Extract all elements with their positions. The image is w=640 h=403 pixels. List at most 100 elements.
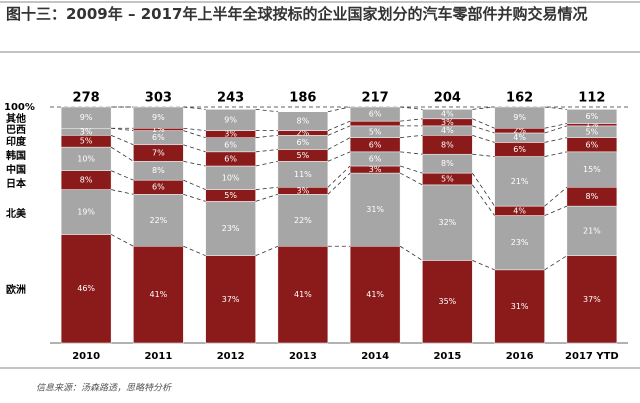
- value-label: 6%: [513, 145, 526, 154]
- value-label: 6%: [369, 140, 382, 149]
- value-label: 21%: [583, 226, 601, 235]
- value-label: 9%: [80, 113, 93, 122]
- value-label: 3%: [224, 130, 237, 139]
- connector: [544, 125, 567, 134]
- value-label: 8%: [586, 192, 599, 201]
- value-label: 6%: [297, 138, 310, 147]
- bar-segment: [494, 156, 545, 207]
- legend-label: 巴西: [6, 124, 26, 136]
- value-label: 10%: [222, 173, 240, 182]
- total-label: 186: [289, 91, 316, 106]
- legend-label: 其他: [6, 112, 26, 125]
- value-label: 5%: [80, 137, 93, 146]
- value-label: 22%: [149, 216, 167, 225]
- bar-segment: [566, 109, 618, 124]
- connector: [544, 106, 567, 110]
- value-label: 6%: [152, 133, 165, 142]
- connector: [183, 160, 206, 167]
- bar-segment: [422, 184, 473, 261]
- value-label: 6%: [152, 183, 165, 192]
- x-tick-label: 2017 YTD: [565, 351, 619, 362]
- bar-segment: [205, 109, 256, 131]
- connector: [400, 165, 423, 174]
- total-label: 112: [578, 91, 605, 106]
- value-label: 31%: [511, 302, 529, 311]
- value-label: 3%: [297, 186, 310, 195]
- value-label: 31%: [366, 205, 384, 214]
- bar-segment: [422, 109, 473, 120]
- bar-segment: [422, 260, 473, 344]
- value-label: 21%: [511, 177, 529, 186]
- bar-segment: [277, 194, 329, 247]
- value-label: 10%: [77, 154, 95, 163]
- bar-segment: [205, 255, 256, 344]
- bar-segment: [349, 245, 401, 344]
- connector: [400, 134, 423, 139]
- value-label: 8%: [441, 140, 454, 149]
- value-label: 7%: [152, 149, 165, 158]
- value-label: 5%: [224, 191, 237, 200]
- connector: [110, 146, 134, 162]
- legend-label: 印度: [6, 135, 27, 148]
- value-label: 1%: [586, 120, 599, 129]
- value-label: 41%: [149, 290, 167, 299]
- connector: [472, 184, 495, 216]
- connector: [255, 149, 278, 153]
- connector: [110, 234, 134, 247]
- value-label: 8%: [441, 159, 454, 168]
- total-label: 243: [217, 91, 244, 106]
- value-label: 8%: [80, 176, 93, 185]
- value-label: 9%: [513, 113, 526, 122]
- connector: [472, 134, 495, 143]
- connector: [544, 123, 567, 129]
- connector: [327, 172, 351, 195]
- connector: [544, 186, 568, 207]
- bar-segment: [494, 215, 545, 271]
- value-label: 4%: [441, 110, 454, 119]
- source: 信息来源：汤森路透，思略特分析: [36, 383, 172, 394]
- legend-label: 中国: [6, 163, 26, 176]
- legend-label: 北美: [6, 207, 27, 220]
- x-tick-label: 2014: [361, 351, 389, 362]
- x-tick-label: 2012: [217, 351, 245, 362]
- value-label: 37%: [583, 295, 601, 304]
- connector: [183, 193, 206, 202]
- connector: [255, 108, 278, 113]
- value-label: 8%: [152, 166, 165, 175]
- value-label: 11%: [294, 170, 312, 179]
- x-tick-label: 2013: [289, 351, 317, 362]
- connector: [255, 134, 278, 139]
- connector: [544, 137, 567, 143]
- connector: [183, 179, 206, 190]
- connector: [544, 255, 568, 271]
- bar-segment: [133, 194, 184, 247]
- value-label: 5%: [369, 127, 382, 136]
- connector: [472, 125, 495, 134]
- value-label: 9%: [224, 115, 237, 124]
- x-tick-label: 2015: [433, 351, 461, 362]
- value-label: 23%: [222, 224, 240, 233]
- total-label: 303: [145, 91, 172, 106]
- value-label: 15%: [583, 165, 601, 174]
- connector: [327, 125, 351, 136]
- value-label: 5%: [441, 174, 454, 183]
- connector: [472, 106, 495, 110]
- bar-segment: [277, 245, 329, 344]
- connector: [183, 106, 206, 110]
- legend-label: 韩国: [6, 149, 26, 162]
- value-label: 37%: [222, 295, 240, 304]
- value-label: 9%: [152, 113, 165, 122]
- connector: [110, 134, 134, 146]
- connector: [544, 205, 568, 216]
- connector: [327, 165, 351, 188]
- bar-segment: [60, 234, 112, 344]
- connector: [183, 130, 206, 139]
- value-label: 6%: [369, 110, 382, 119]
- connector: [255, 160, 278, 167]
- legend-label: 欧洲: [6, 283, 26, 296]
- value-label: 1%: [152, 125, 165, 134]
- x-tick-label: 2011: [144, 351, 172, 362]
- value-label: 5%: [297, 151, 310, 160]
- legend-label: 日本: [6, 177, 27, 190]
